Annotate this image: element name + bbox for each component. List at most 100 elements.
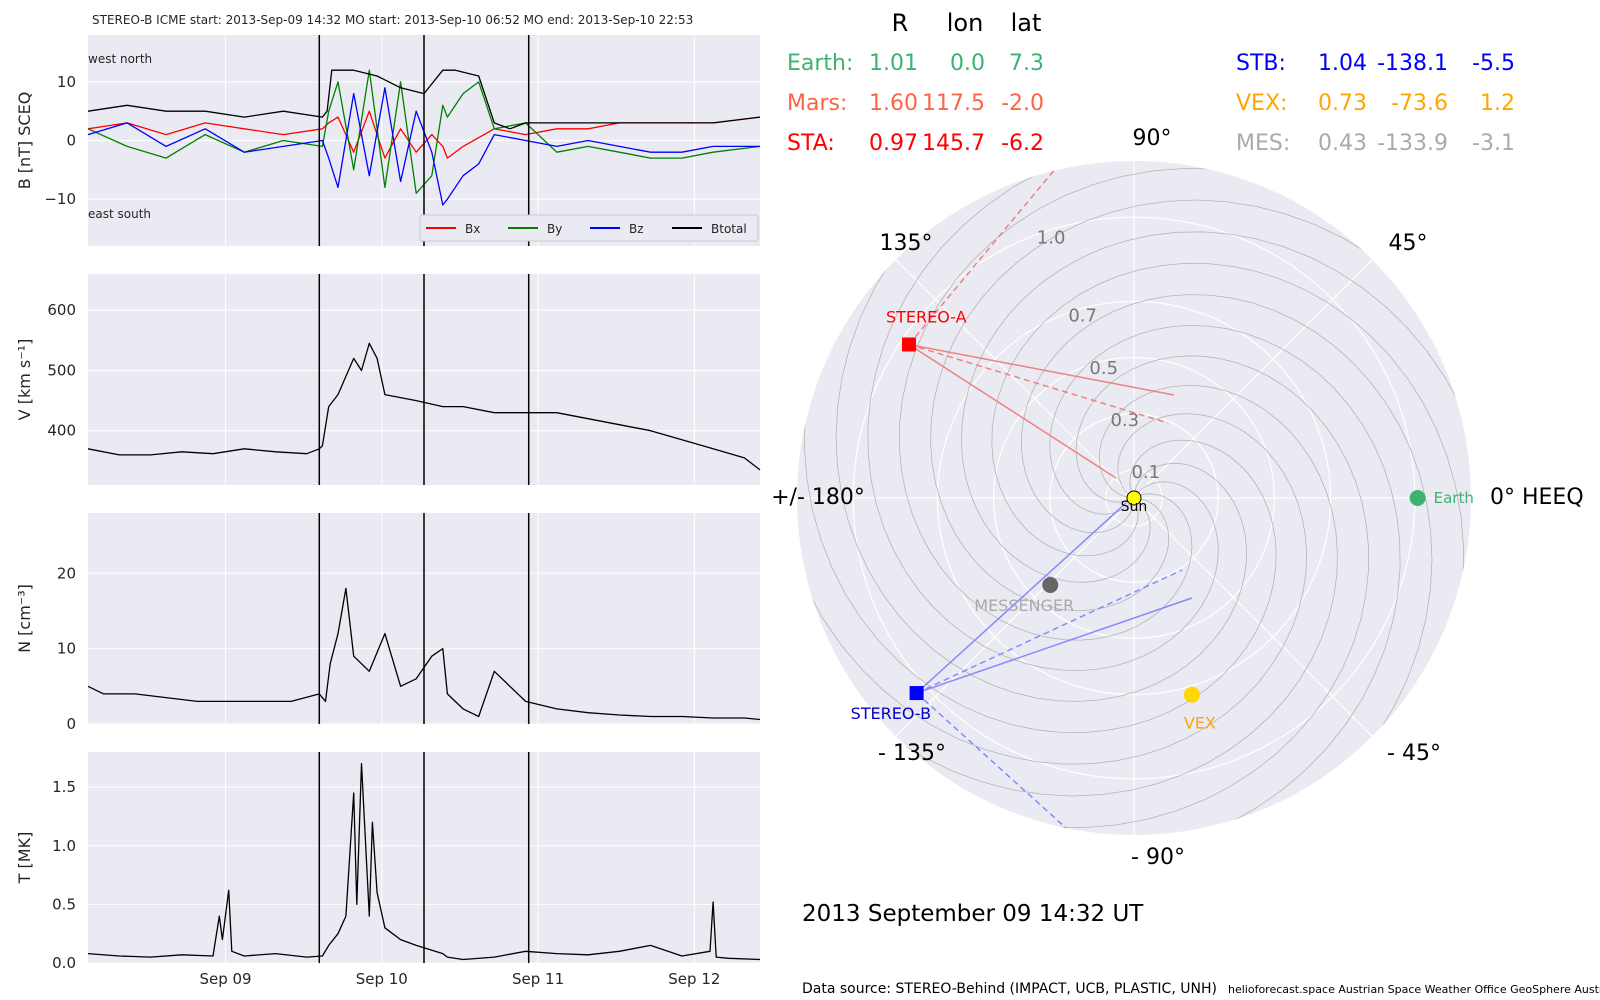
table-row-label: STB: (1236, 51, 1286, 76)
y-tick-label: −10 (44, 190, 76, 208)
west-north-label: west north (88, 52, 152, 66)
y-axis-label: N [cm⁻³] (15, 584, 34, 653)
y-axis-label: V [km s⁻¹] (15, 339, 34, 421)
legend-box (419, 214, 759, 242)
parker-spiral (797, 413, 1308, 765)
angle-label: 135° (880, 231, 933, 256)
credits-note: helioforecast.space Austrian Space Weath… (1228, 983, 1600, 996)
table-cell: 145.7 (922, 131, 985, 156)
angle-label: +/- 180° (771, 485, 865, 510)
series-line-t (87, 763, 761, 961)
label-earth: Earth (1434, 489, 1474, 507)
magnetic-field-panel: 10 0 −10 B [nT] SCEQ (15, 35, 761, 246)
table-cell: -133.9 (1377, 131, 1448, 156)
label-vex: VEX (1184, 714, 1216, 733)
series-line-bx (87, 110, 761, 159)
parker-spiral (930, 199, 1422, 611)
table-cell: 117.5 (922, 91, 985, 116)
table-cell: 1.2 (1480, 91, 1515, 116)
temperature-panel: 1.5 1.0 0.5 0.0 T [MK] Sep 09 Sep 10 Sep 11 Sep … (15, 752, 761, 988)
speed-panel: 600 500 400 V [km s⁻¹] (15, 274, 761, 485)
marker-vex (1183, 686, 1200, 703)
angle-label: - 45° (1387, 741, 1441, 766)
y-tick-label: 1.5 (52, 778, 76, 796)
panel-title: STEREO-B ICME start: 2013-Sep-09 14:32 M… (92, 13, 693, 27)
angle-spoke (1133, 259, 1373, 499)
y-tick-label: 10 (57, 73, 76, 91)
density-panel: 20 10 0 N [cm⁻³] (15, 513, 761, 733)
table-cell: -73.6 (1391, 91, 1448, 116)
table-row-label: Earth: (787, 51, 853, 76)
table-cell: 0.43 (1318, 131, 1367, 156)
polar-plot: 0.1 0.3 0.5 0.7 1.0 0° HEEQ 45° 90° 135° +/- 180°… (771, 126, 1584, 870)
angle-label: 90° (1133, 126, 1172, 151)
radial-tick-label: 0.5 (1089, 358, 1118, 379)
table-row-label: VEX: (1236, 91, 1287, 116)
y-tick-label: 0 (66, 715, 76, 733)
table-row-label: STA: (787, 131, 835, 156)
label-messenger: MESSENGER (974, 596, 1074, 615)
stb-field-line (916, 597, 1193, 694)
sta-field-line (908, 343, 1117, 479)
table-header: R (892, 9, 909, 37)
y-tick-label: 0.5 (52, 895, 76, 913)
radial-tick-label: 0.1 (1131, 462, 1160, 483)
parker-spiral (867, 161, 1219, 672)
radial-tick-label: 0.3 (1110, 410, 1139, 431)
x-tick-label: Sep 10 (356, 970, 408, 988)
sta-field-line (908, 343, 1175, 396)
angle-spoke (895, 259, 1135, 499)
legend-bz-label: Bz (629, 222, 644, 236)
y-tick-label: 600 (47, 301, 76, 319)
y-tick-label: 20 (57, 564, 76, 582)
y-axis-label: B [nT] SCEQ (15, 92, 34, 190)
legend-bx-label: Bx (465, 222, 480, 236)
stb-field-line-dashed (916, 569, 1183, 694)
parker-spiral (985, 355, 1370, 829)
table-cell: 7.3 (1009, 51, 1044, 76)
angle-label: - 90° (1131, 845, 1185, 870)
table-cell: 1.04 (1318, 51, 1367, 76)
parker-spiral (898, 167, 1283, 641)
table-cell: 0.0 (950, 51, 985, 76)
table-cell: -3.1 (1472, 131, 1515, 156)
label-sun: Sun (1121, 499, 1148, 515)
sta-field-line-dashed (908, 167, 1057, 345)
parker-spiral (991, 262, 1465, 647)
table-cell: 0.73 (1318, 91, 1367, 116)
sta-field-line-dashed (908, 343, 1169, 424)
b-legend: Bx By Bz Btotal (419, 214, 759, 242)
y-tick-label: 500 (47, 361, 76, 379)
x-tick-label: Sep 11 (512, 970, 564, 988)
table-row-label: Mars: (787, 91, 847, 116)
table-cell: 1.60 (869, 91, 918, 116)
stb-field-line-dashed (916, 692, 1067, 829)
x-tick-label: Sep 12 (668, 970, 720, 988)
series-line-btotal (87, 69, 761, 130)
timestamp: 2013 September 09 14:32 UT (802, 901, 1144, 927)
marker-earth (1409, 490, 1426, 506)
x-tick-label: Sep 09 (199, 970, 251, 988)
label-stereo-a: STEREO-A (886, 307, 967, 326)
parker-spiral (960, 231, 1471, 583)
y-tick-label: 400 (47, 422, 76, 440)
table-cell: -5.5 (1472, 51, 1515, 76)
table-cell: -6.2 (1001, 131, 1044, 156)
parker-spiral (803, 349, 1277, 734)
table-cell: -2.0 (1001, 91, 1044, 116)
data-source-note: Data source: STEREO-Behind (IMPACT, UCB,… (802, 981, 1217, 997)
table-header: lon (947, 9, 984, 37)
table-header: lat (1011, 9, 1042, 37)
table-cell: -138.1 (1377, 51, 1448, 76)
legend-btotal-label: Btotal (711, 222, 747, 236)
y-axis-label: T [MK] (15, 832, 34, 885)
table-cell: 1.01 (869, 51, 918, 76)
table-row-label: MES: (1236, 131, 1290, 156)
y-tick-label: 0.0 (52, 954, 76, 972)
parker-spiral (835, 210, 1247, 702)
angle-label: 0° HEEQ (1490, 485, 1584, 510)
parker-spiral (846, 385, 1338, 797)
marker-sun (1126, 490, 1142, 506)
